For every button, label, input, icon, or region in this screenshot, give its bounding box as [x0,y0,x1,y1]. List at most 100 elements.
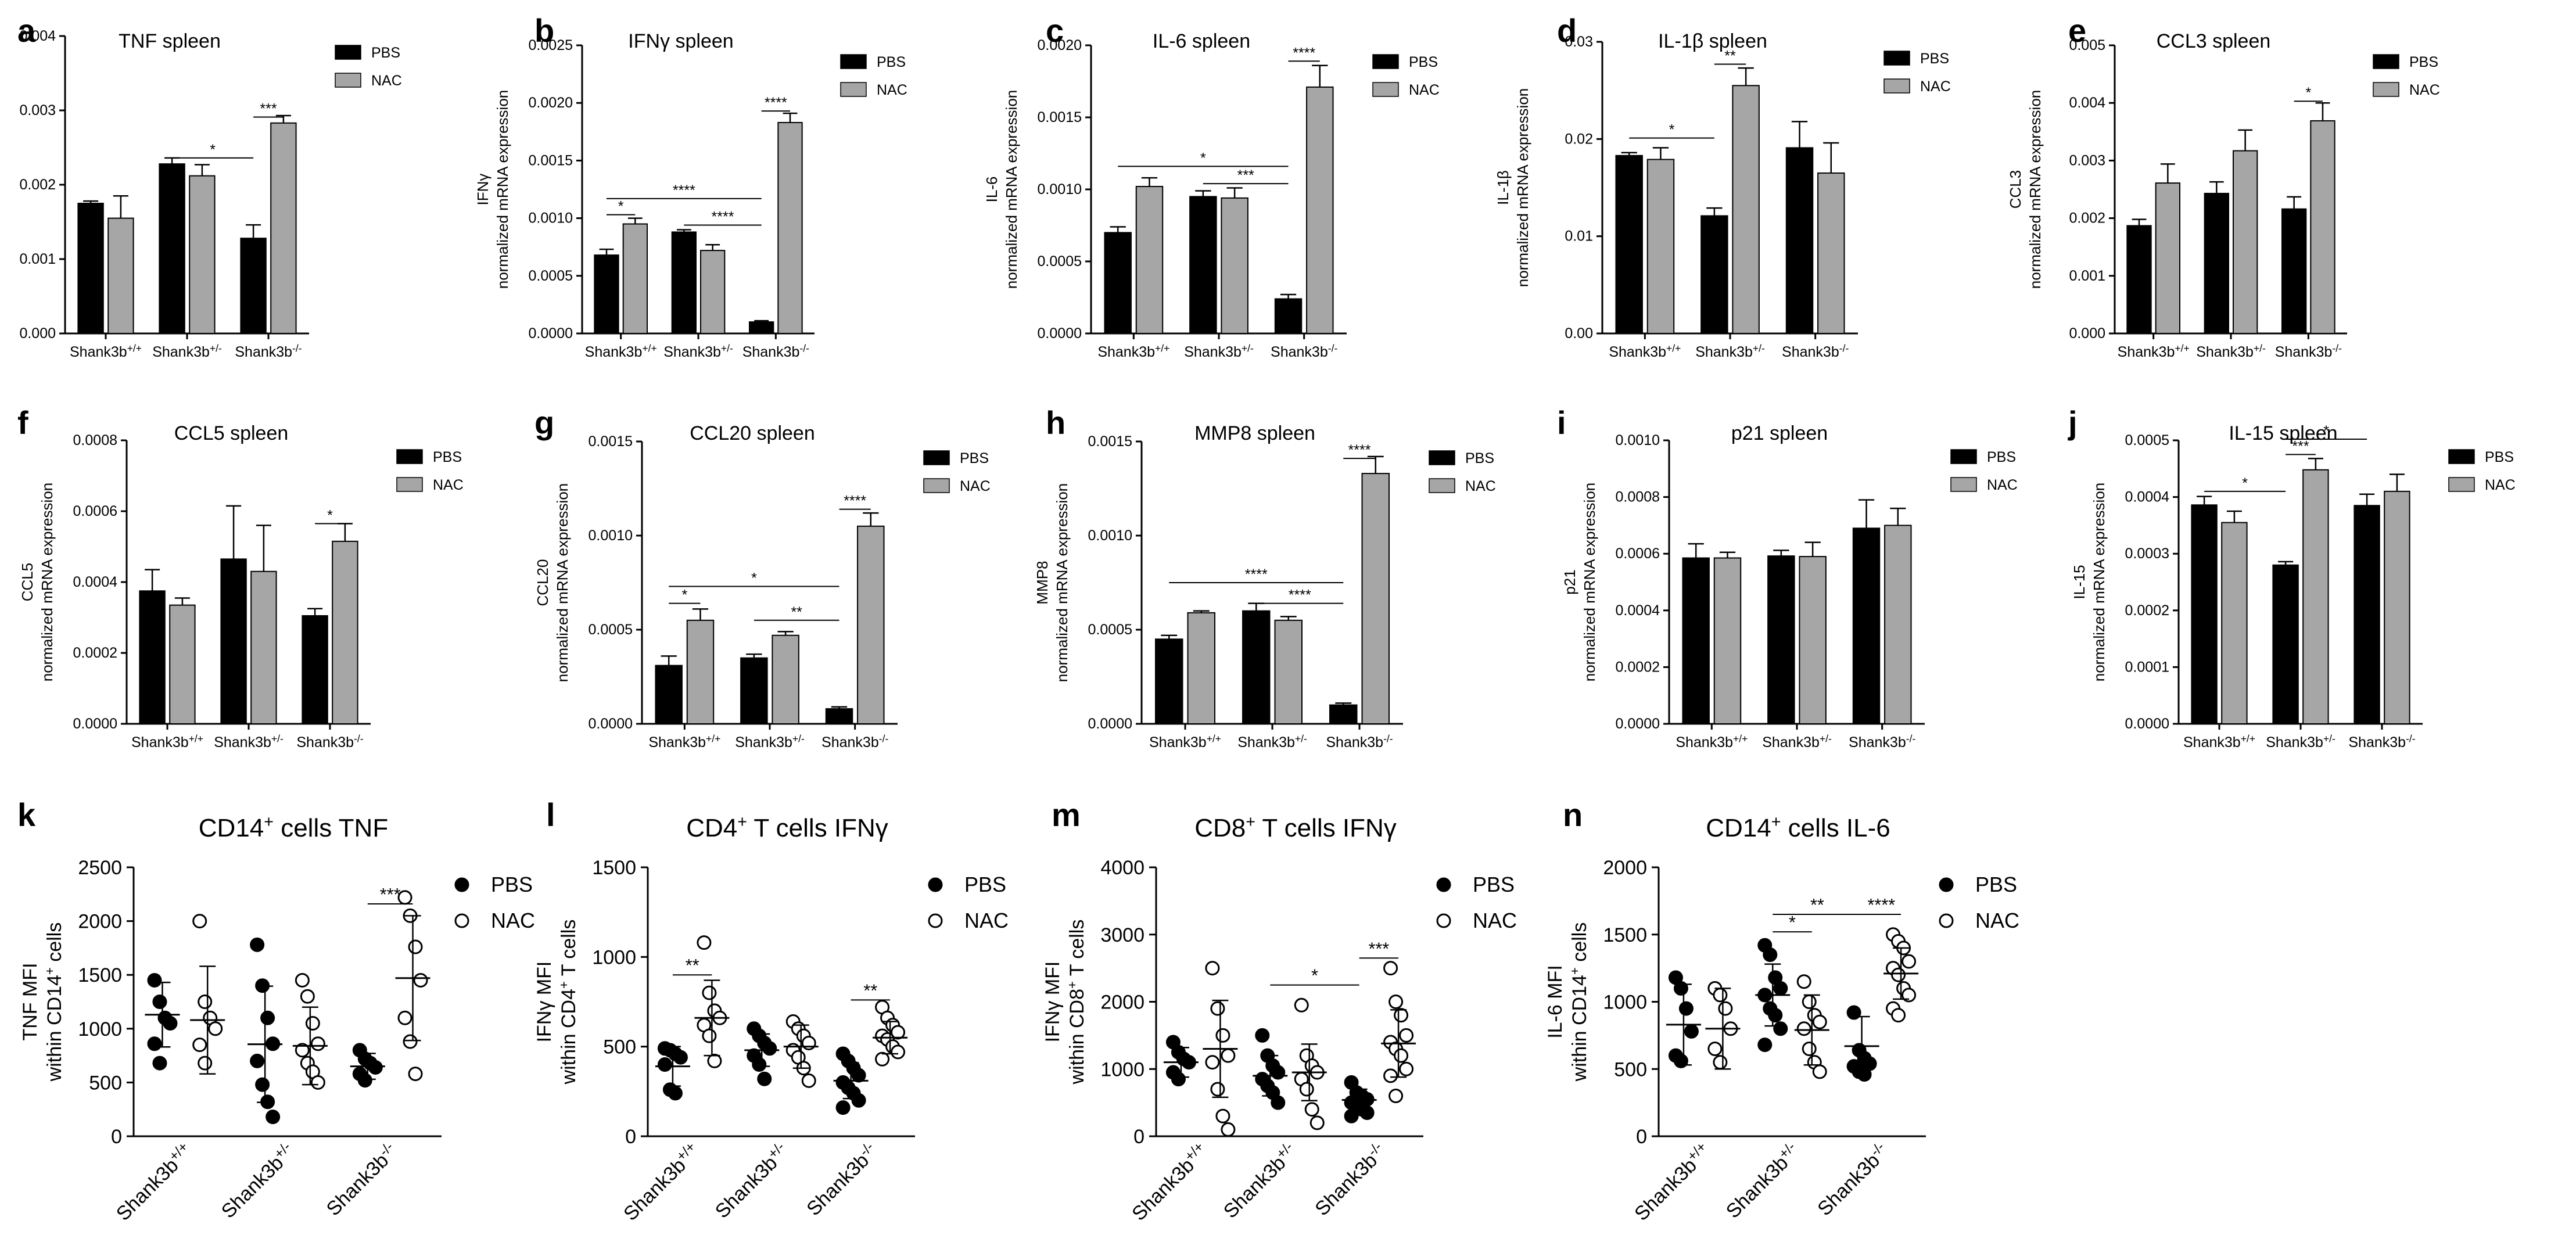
bar-pbs [1700,215,1728,334]
legend-label: PBS [433,449,462,465]
y-tick-label: 0.001 [2069,268,2105,284]
chart-title: IFNγ spleen [628,30,733,52]
x-tick-label: Shank3b-/- [296,733,363,751]
point-nac [1812,1014,1827,1029]
tick-label-superscript: +/+ [1207,733,1221,744]
tick-label-base: Shank3b [235,344,292,360]
x-tick-label: Shank3b+/+ [1629,1139,1715,1225]
significance-label: **** [1245,566,1268,583]
point-nac [1718,1001,1733,1016]
tick-label-base: Shank3b [1097,344,1155,360]
title-segment: T cells [1066,920,1088,981]
y-tick-label: 0.0020 [1038,37,1082,53]
y-tick-label: 500 [89,1072,122,1094]
point-nac [702,985,717,1000]
chart-k: k CD14+ cells TNF05001000150020002500TNF … [17,796,535,1225]
bar-nac [857,525,885,724]
chart-j: j IL-15 spleen 0.0000 0.0001 0.0002 0.0003 0.0… [2068,404,2516,751]
legend-swatch [1950,449,1977,464]
x-tick-label: Shank3b+/- [2266,733,2335,751]
point-nac [1796,1021,1811,1036]
title-segment: IFNγ spleen [628,30,733,52]
point-nac [1221,1122,1236,1137]
significance-label: **** [1293,45,1315,61]
bar-pbs [1329,704,1358,724]
y-axis-label-2: within CD14+ cells [1567,922,1591,1082]
point-pbs [1271,1095,1286,1110]
x-tick-label: Shank3b+/- [1762,733,1832,751]
significance-label: * [210,142,216,158]
tick-label-base: Shank3b [711,1152,782,1223]
tick-label-base: Shank3b [1849,734,1906,751]
x-tick-label: Shank3b+/- [216,1139,300,1223]
y-tick-label: 0.0003 [2125,545,2169,562]
legend-label: NAC [877,82,907,98]
point-pbs [1773,981,1788,996]
bar-nac [700,250,726,335]
tick-label-superscript: +/+ [2175,342,2189,354]
point-pbs [1678,1001,1694,1016]
legend-label: PBS [371,45,400,61]
y-tick-label: 0.0008 [1616,489,1660,505]
title-segment: IFNγ MFI [1042,961,1064,1043]
legend-label: PBS [1409,54,1438,70]
y-axis-gene-label: IL-15 [2071,565,2088,599]
point-nac [1389,995,1404,1009]
point-nac [198,1056,213,1071]
tick-label-superscript: +/- [271,733,284,744]
y-tick-label: 0.0025 [529,37,573,53]
tick-label-base: Shank3b [131,734,189,751]
legend-swatch [396,477,423,492]
x-tick-label: Shank3b-/- [1812,1139,1893,1220]
point-nac [707,1053,722,1068]
tick-label-base: Shank3b [1630,1154,1701,1225]
x-tick-label: Shank3b+/- [214,733,284,751]
point-pbs [147,972,162,988]
legend-marker [928,913,943,928]
point-nac [1389,1089,1404,1104]
chart-i: i p21 spleen 0.0000 0.0002 0.0004 0.0006 0.000… [1557,404,2018,751]
title-segment: cells [44,922,66,967]
y-tick-label: 0.001 [19,251,56,267]
legend-label: PBS [960,450,989,466]
y-axis-label: normalized mRNA expression [2090,483,2108,681]
point-pbs [835,1100,851,1115]
point-nac [1399,1061,1414,1076]
legend-marker [1939,877,1954,892]
legend-swatch [1883,51,1910,66]
point-nac [192,1038,207,1053]
y-tick-label: 0.02 [1565,131,1593,147]
bar-nac [1646,159,1675,334]
y-tick-label: 0.0010 [1616,432,1660,448]
title-segment: within CD8 [1066,989,1088,1085]
panel-letter: f [17,404,28,441]
y-axis-label: normalized mRNA expression [38,483,56,681]
bar-pbs [1767,555,1795,724]
legend-label: NAC [964,909,1009,932]
tick-label-base: Shank3b [1722,1152,1793,1223]
point-pbs [255,1077,270,1092]
point-nac [1210,1001,1225,1016]
y-tick-label: 0.0000 [1616,716,1660,732]
bar-nac [2302,469,2329,724]
chart-title: IL-15 spleen [2229,422,2337,444]
y-tick-label: 0.002 [2069,210,2105,227]
tick-label-base: Shank3b [1609,344,1666,360]
significance-label: **** [844,493,866,509]
y-axis-label-1: TNF MFI [19,963,41,1040]
legend-marker [1939,913,1954,928]
bar-pbs [1682,557,1710,725]
significance-label: * [1669,122,1675,138]
point-pbs [1763,947,1778,962]
bar-pbs [594,254,619,335]
panel-letter: j [2068,404,2078,441]
tick-label-superscript: +/- [1753,342,1765,354]
tick-label-base: Shank3b [2118,344,2175,360]
y-tick-label: 0.0008 [73,432,117,448]
x-tick-label: Shank3b+/+ [131,733,203,751]
point-nac [1901,954,1917,969]
bar-nac [2310,120,2335,334]
y-tick-label: 0.0005 [589,622,633,638]
significance-label: *** [1368,939,1389,959]
